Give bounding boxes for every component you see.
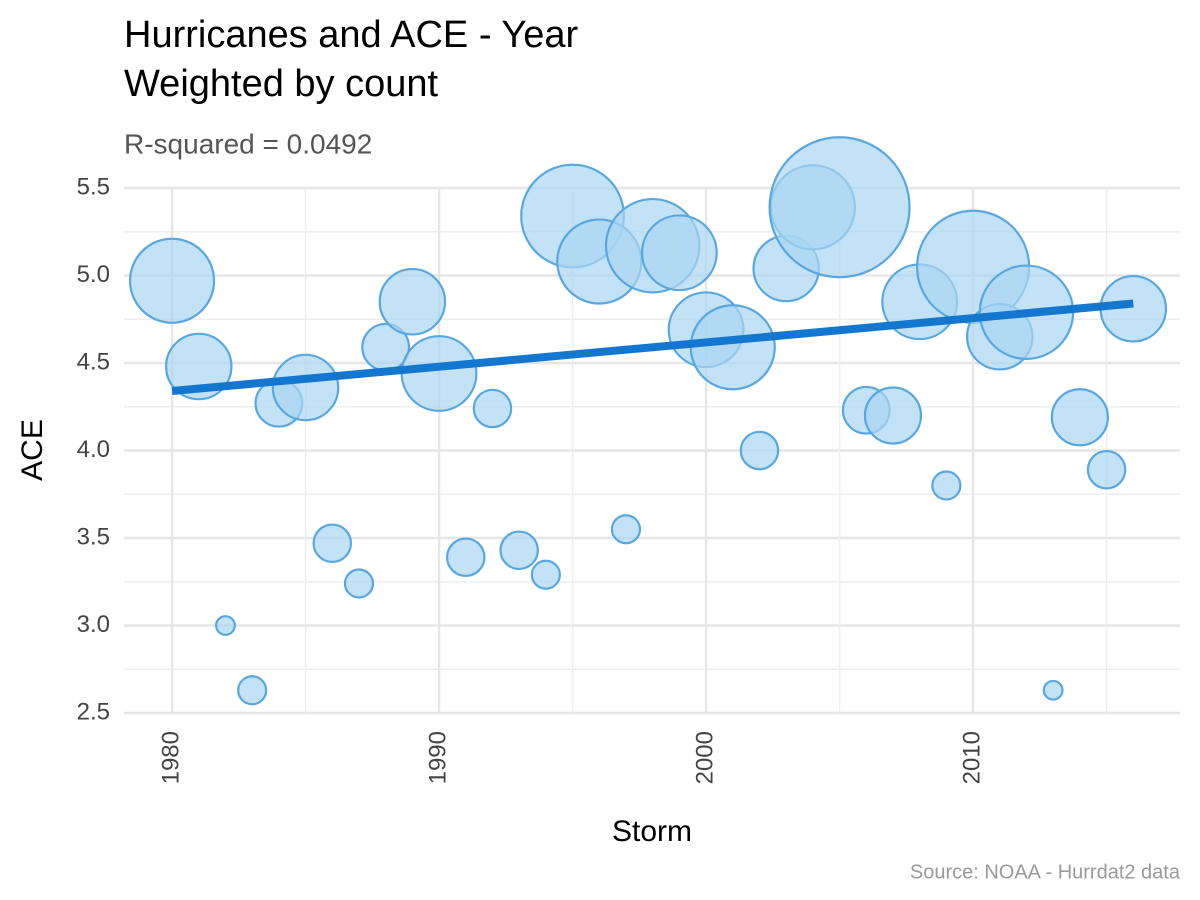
x-tick-label: 2000 <box>691 731 718 784</box>
bubble <box>445 537 486 578</box>
bubble <box>271 353 340 422</box>
bubble <box>1050 388 1109 447</box>
bubble <box>739 430 780 471</box>
bubble <box>863 386 923 445</box>
x-tick-label: 1990 <box>424 731 451 784</box>
bubble <box>610 514 642 545</box>
bubble <box>472 388 513 429</box>
bubble <box>128 237 216 324</box>
bubble <box>931 470 962 501</box>
bubble <box>343 568 375 599</box>
bubble <box>1042 679 1064 701</box>
x-tick-label: 1980 <box>157 731 184 784</box>
bubble <box>768 136 911 279</box>
marks <box>128 136 1168 706</box>
bubble <box>1086 449 1127 490</box>
x-axis-label: Storm <box>612 815 692 848</box>
y-tick-label: 5.5 <box>77 173 110 200</box>
chart-title: Weighted by count <box>124 63 438 105</box>
y-tick-label: 3.0 <box>77 611 110 638</box>
chart-subtitle: R-squared = 0.0492 <box>124 128 372 159</box>
bubble <box>215 615 236 636</box>
bubble <box>689 304 776 391</box>
bubble <box>164 332 233 401</box>
bubble <box>237 675 268 706</box>
trend-line <box>171 299 1134 395</box>
bubble <box>312 523 353 564</box>
bubble <box>530 559 561 590</box>
y-tick-label: 4.5 <box>77 348 110 375</box>
bubble <box>378 267 447 336</box>
y-axis-label: ACE <box>16 419 49 481</box>
bubble <box>499 530 539 571</box>
y-tick-label: 5.0 <box>77 261 110 288</box>
grid <box>124 186 1180 715</box>
caption: Source: NOAA - Hurrdat2 data <box>910 861 1181 883</box>
y-tick-label: 4.0 <box>77 436 110 463</box>
bubble <box>400 335 478 412</box>
chart-title: Hurricanes and ACE - Year <box>124 14 578 56</box>
y-tick-label: 2.5 <box>77 698 110 725</box>
x-tick-label: 2010 <box>958 731 985 784</box>
y-tick-label: 3.5 <box>77 523 110 550</box>
bubble <box>640 214 718 292</box>
